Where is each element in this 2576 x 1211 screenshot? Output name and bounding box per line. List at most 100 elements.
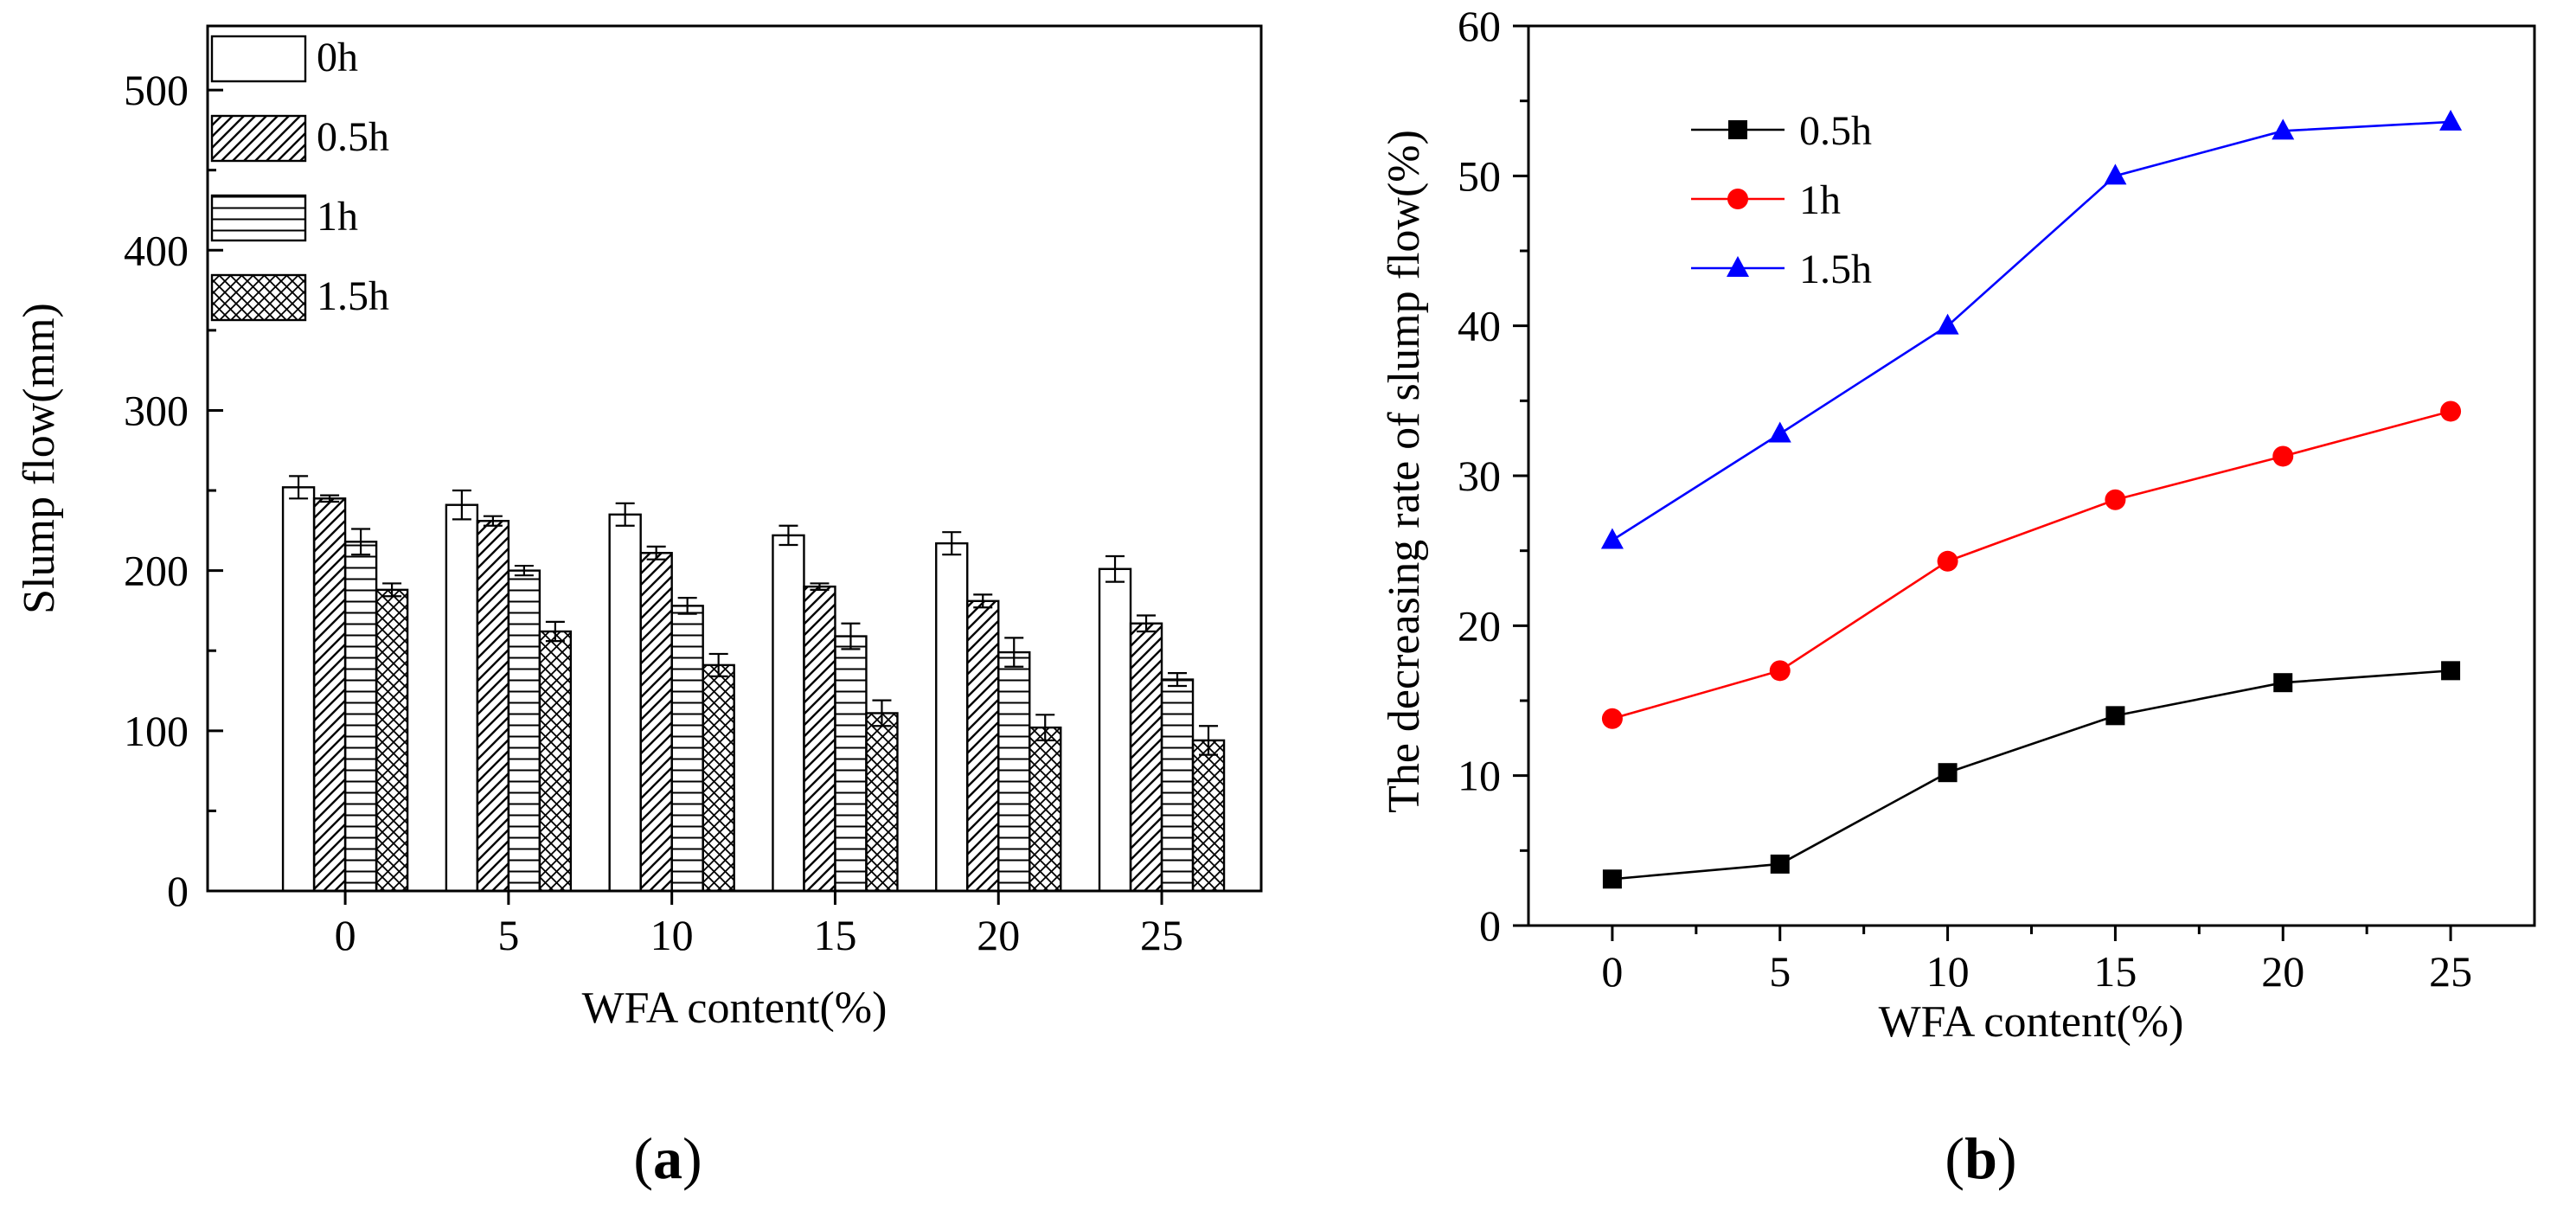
panel-label-a-letter: a <box>653 1125 682 1191</box>
y-tick-label-a: 100 <box>124 707 189 755</box>
x-tick-label-b: 5 <box>1769 947 1791 996</box>
bar-1h-15 <box>834 635 868 893</box>
y-tick-label-b: 40 <box>1458 302 1501 350</box>
x-tick-label-b: 20 <box>2261 947 2304 996</box>
x-tick-label-a: 0 <box>335 911 356 959</box>
point-1h-0 <box>1601 708 1623 729</box>
bar-1h-0 <box>343 541 378 893</box>
error-bar-1h-20 <box>1004 637 1024 668</box>
x-axis-title-b: WFA content(%) <box>1879 997 2184 1047</box>
legend-swatch-0h <box>210 35 307 83</box>
error-bar-0h-25 <box>1105 554 1125 583</box>
bar-0.5h-25 <box>1129 622 1163 893</box>
point-0.5h-5 <box>1770 854 1790 874</box>
error-bar-1h-15 <box>841 622 861 650</box>
y-tick-label-b: 20 <box>1458 601 1501 650</box>
error-bar-0h-20 <box>942 531 962 556</box>
bar-0.5h-5 <box>476 520 510 893</box>
legend-a: 0h 0.5h 1h 1.5h <box>210 35 389 322</box>
error-bar-1h-0 <box>351 528 371 556</box>
x-tick-label-a: 10 <box>650 911 694 959</box>
bar-1h-5 <box>507 569 541 893</box>
y-axis-b: 0 10 20 30 40 50 60 <box>1458 2 1528 950</box>
y-tick-label-b: 30 <box>1458 452 1501 500</box>
bar-0h-15 <box>772 534 805 893</box>
point-0.5h-20 <box>2273 673 2293 693</box>
point-0.5h-15 <box>2105 706 2125 726</box>
x-tick-label-b: 10 <box>1926 947 1970 996</box>
y-tick-label-b: 60 <box>1458 2 1501 50</box>
y-tick-label-a: 400 <box>124 226 189 274</box>
error-bar-1.5h-5 <box>545 620 565 643</box>
legend-label-0.5h: 0.5h <box>1799 108 1872 154</box>
error-bar-1h-25 <box>1168 672 1188 688</box>
bar-1h-25 <box>1160 678 1195 893</box>
bar-0.5h-10 <box>639 552 673 893</box>
legend-swatch-1h <box>210 194 307 242</box>
y-tick-label-a: 500 <box>124 66 189 114</box>
line-plot-frame <box>1527 24 2536 927</box>
x-tick-label-a: 5 <box>497 911 519 959</box>
error-bar-0.5h-25 <box>1137 614 1157 633</box>
x-tick-label-b: 0 <box>1601 947 1623 996</box>
bar-1.5h-25 <box>1191 739 1226 893</box>
error-bar-0h-15 <box>779 524 798 547</box>
point-1.5h-20 <box>2272 119 2295 140</box>
x-tick-label-a: 20 <box>977 911 1020 959</box>
y-axis-a: 0 100 200 300 400 500 <box>124 66 223 915</box>
bar-0.5h-15 <box>803 585 836 893</box>
bar-0h-10 <box>608 513 642 893</box>
bar-1.5h-0 <box>375 588 409 893</box>
point-1h-15 <box>2105 489 2126 510</box>
bar-1.5h-20 <box>1028 726 1062 893</box>
legend-marker-1h <box>1727 189 1748 209</box>
legend-label-0.5h: 0.5h <box>317 114 389 160</box>
bar-chart-panel-a: 0 100 200 300 400 500 0 5 10 15 20 25 WFA content(… <box>15 24 1263 1191</box>
bar-0h-25 <box>1098 567 1132 893</box>
y-tick-label-b: 50 <box>1458 151 1501 200</box>
error-bar-0.5h-10 <box>646 545 666 561</box>
bar-0.5h-0 <box>312 497 347 893</box>
point-1.5h-5 <box>1768 421 1791 443</box>
error-bar-0h-10 <box>615 502 635 527</box>
point-0.5h-25 <box>2441 661 2461 681</box>
point-1h-20 <box>2272 445 2294 467</box>
legend-marker-0.5h <box>1728 120 1747 139</box>
point-1.5h-25 <box>2439 109 2463 131</box>
y-axis-title-b: The decreasing rate of slump flow(%) <box>1380 130 1429 813</box>
x-tick-label-a: 15 <box>813 911 856 959</box>
bar-1.5h-5 <box>538 630 573 893</box>
y-tick-label-a: 200 <box>124 547 189 595</box>
bar-1h-20 <box>997 650 1031 893</box>
point-1.5h-0 <box>1600 528 1624 549</box>
series-line-1h <box>1612 410 2451 721</box>
legend-swatch-0.5h <box>210 114 307 163</box>
y-tick-label-b: 10 <box>1458 752 1501 800</box>
bar-1.5h-15 <box>865 712 899 893</box>
point-1.5h-15 <box>2104 163 2127 185</box>
bar-plot-area <box>281 475 1226 893</box>
point-0.5h-0 <box>1602 869 1622 889</box>
error-bar-1.5h-20 <box>1035 714 1055 742</box>
y-tick-label-b: 0 <box>1479 901 1501 950</box>
panel-label-b: (b) <box>1945 1125 2016 1191</box>
legend-b: 0.5h 1h 1.5h <box>1691 108 1872 292</box>
bar-0h-5 <box>445 503 479 893</box>
point-1h-25 <box>2440 400 2462 422</box>
point-1h-5 <box>1769 660 1791 682</box>
point-1.5h-10 <box>1936 313 1959 335</box>
legend-label-1h: 1h <box>1799 177 1841 223</box>
line-plot-area <box>1600 109 2463 889</box>
x-axis-a: 0 5 10 15 20 25 <box>335 891 1183 959</box>
legend-label-1h: 1h <box>317 194 358 240</box>
error-bar-0h-0 <box>289 475 309 500</box>
bar-1.5h-10 <box>702 663 735 893</box>
bar-0h-20 <box>935 541 969 893</box>
y-tick-label-a: 0 <box>167 867 189 915</box>
error-bar-1h-10 <box>677 597 697 615</box>
bar-0.5h-20 <box>966 599 1000 893</box>
error-bar-0.5h-15 <box>810 582 830 591</box>
error-bar-1.5h-25 <box>1199 725 1219 756</box>
error-bar-0.5h-5 <box>483 515 503 527</box>
